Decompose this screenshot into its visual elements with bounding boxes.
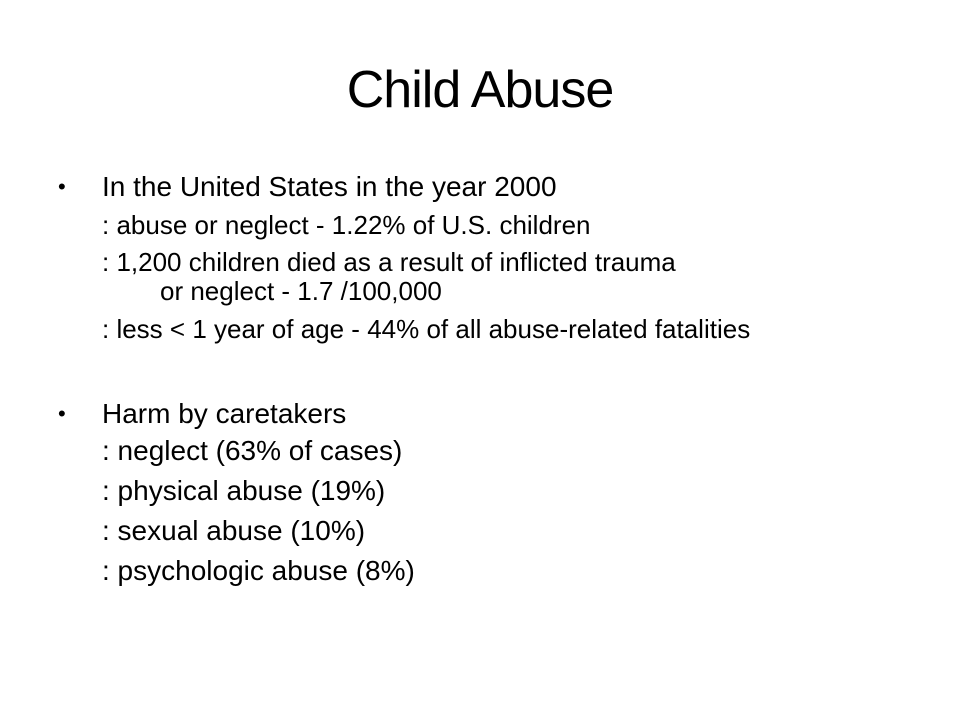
sub-item-physical-abuse: : physical abuse (19%) (102, 475, 386, 506)
sub-item-abuse-rate: : abuse or neglect - 1.22% of U.S. child… (102, 210, 591, 240)
sub-item-sexual-abuse: : sexual abuse (10%) (102, 515, 366, 546)
slide-title: Child Abuse (346, 61, 615, 119)
sub-item-deaths-line2: or neglect - 1.7 /100,000 (160, 276, 442, 306)
sub-item-psychologic-abuse: : psychologic abuse (8%) (102, 555, 415, 586)
sub-item-deaths: : 1,200 children died as a result of inf… (58, 247, 938, 305)
bullet-section-caretakers: • Harm by caretakers : neglect (63% of c… (58, 397, 938, 591)
bullet-section-us-2000: • In the United States in the year 2000 … (58, 170, 938, 345)
bullet-heading-text: In the United States in the year 2000 (102, 171, 557, 202)
sub-item-deaths-line1: : 1,200 children died as a result of inf… (102, 247, 676, 277)
bullet-heading: • Harm by caretakers (58, 397, 938, 431)
sub-item-age-fatalities: : less < 1 year of age - 44% of all abus… (102, 314, 751, 344)
bullet-heading-text: Harm by caretakers (102, 398, 347, 429)
bullet-heading: • In the United States in the year 2000 (58, 170, 938, 204)
bullet-icon: • (58, 401, 66, 426)
bullet-icon: • (58, 174, 66, 199)
sub-item-neglect: : neglect (63% of cases) (102, 435, 403, 466)
